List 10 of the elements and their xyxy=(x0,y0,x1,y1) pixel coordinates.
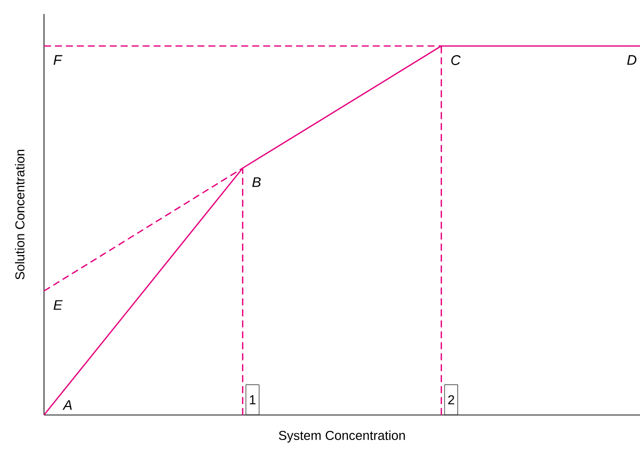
annotation: 1 xyxy=(250,395,256,404)
annotation: F xyxy=(54,55,62,65)
annotation: C xyxy=(451,55,461,66)
annotation: A xyxy=(62,400,72,410)
annotation: E xyxy=(54,300,63,310)
annotation: D xyxy=(627,55,636,65)
y-axis-title: Solution Concentration xyxy=(14,150,24,280)
annotation: B xyxy=(252,177,261,187)
x-axis-title: System Concentration xyxy=(278,430,405,443)
annotation: 2 xyxy=(448,395,454,404)
